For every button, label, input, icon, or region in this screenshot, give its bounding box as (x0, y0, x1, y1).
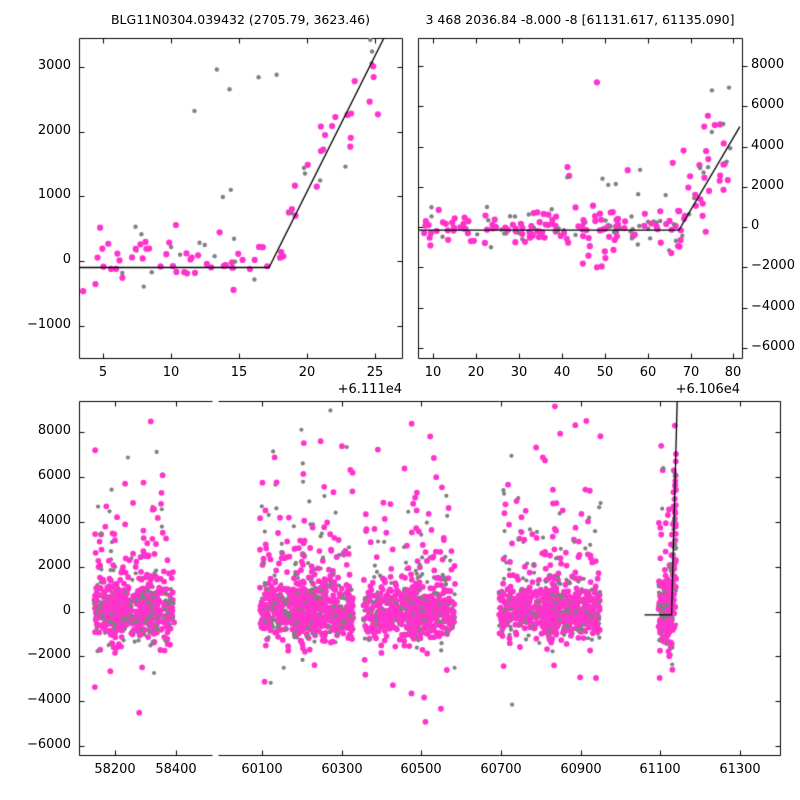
tick-label: 58400 (155, 762, 197, 777)
tick-label: 60300 (321, 762, 363, 777)
tick-label: 20 (298, 365, 316, 380)
tick-label: 58200 (94, 762, 136, 777)
tick-label: 61100 (639, 762, 681, 777)
tick-label: 3000 (37, 58, 71, 73)
tick-label: 2000 (37, 123, 71, 138)
tick-label: 40 (553, 365, 571, 380)
tick-label: 6000 (37, 468, 71, 483)
tick-label: 60100 (241, 762, 283, 777)
tick-label: 2000 (37, 558, 71, 573)
tick-label: 8000 (37, 423, 71, 438)
tick-label: 60500 (400, 762, 442, 777)
tick-label: 60900 (560, 762, 602, 777)
tick-label: +6.106e4 (675, 382, 740, 397)
tick-label: 25 (366, 365, 384, 380)
tick-label: 10 (424, 365, 442, 380)
tick-label: 5 (98, 365, 108, 380)
tick-label: −4000 (751, 299, 795, 314)
tick-label: 2000 (751, 178, 785, 193)
tick-label: 0 (62, 603, 71, 618)
tick-label: −4000 (27, 692, 71, 707)
tick-label: 10 (162, 365, 180, 380)
tick-label: 0 (62, 252, 71, 267)
tick-label: 61300 (719, 762, 761, 777)
tick-label: 30 (510, 365, 528, 380)
tick-label: −2000 (751, 258, 795, 273)
tick-label: 15 (230, 365, 248, 380)
tick-label: 80 (724, 365, 742, 380)
tick-label: +6.111e4 (337, 382, 402, 397)
tick-label: 4000 (37, 513, 71, 528)
tick-label: 6000 (751, 97, 785, 112)
tick-label: 70 (682, 365, 700, 380)
tick-label: 50 (596, 365, 614, 380)
tick-label: −6000 (27, 737, 71, 752)
tick-label: 1000 (37, 187, 71, 202)
tick-label: −1000 (27, 317, 71, 332)
tick-label: 8000 (751, 57, 785, 72)
tick-label: 20 (467, 365, 485, 380)
tick-label: −6000 (751, 339, 795, 354)
tick-label: 0 (751, 218, 760, 233)
tick-label: 60 (639, 365, 657, 380)
tick-label: −2000 (27, 647, 71, 662)
tick-label: 60700 (480, 762, 522, 777)
tick-label: 4000 (751, 138, 785, 153)
